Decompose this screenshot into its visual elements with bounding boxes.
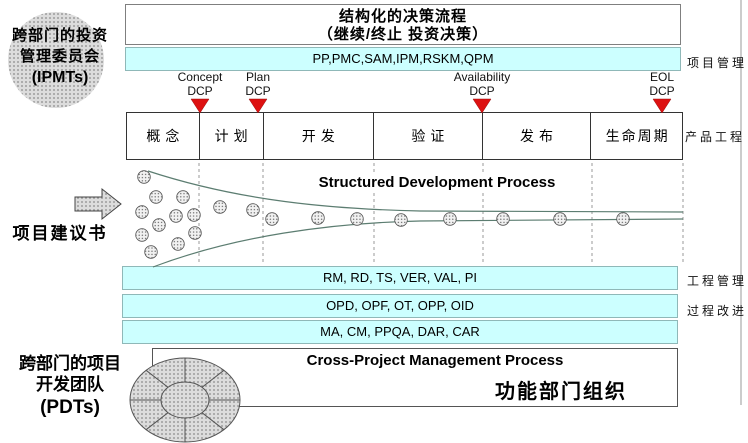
project-proposal-label: 项目建议书 bbox=[12, 224, 108, 243]
process-improvement-label: 过程改进 bbox=[687, 304, 748, 318]
engineering-management-label: 工程管理 bbox=[687, 274, 748, 288]
project-management-process-bar: PP,PMC,SAM,IPM,RSKM,QPM bbox=[125, 47, 681, 71]
structured-development-title: Structured Development Process bbox=[297, 174, 577, 191]
dcp-concept-sub: DCP bbox=[187, 84, 213, 98]
dcp-eol-name: EOL bbox=[649, 70, 674, 84]
pdt-team-label: 跨部门的项目 开发团队 (PDTs) bbox=[0, 353, 140, 421]
dcp-triangle-concept bbox=[190, 98, 210, 114]
project-management-label: 项目管理 bbox=[687, 56, 748, 70]
pdt-label-line1: 跨部门的项目 bbox=[19, 354, 121, 373]
ipmt-label-line2: 管理委员会 bbox=[19, 48, 100, 65]
functional-org-label: 功能部门组织 bbox=[495, 381, 627, 403]
phase-verify: 验证 bbox=[374, 113, 483, 159]
dcp-plan-sub: DCP bbox=[245, 84, 271, 98]
decision-title-line1: 结构化的决策流程 bbox=[338, 8, 467, 25]
ipmt-label-line3: (IPMTs) bbox=[31, 69, 89, 86]
cross-project-box: Cross-Project Management Process 功能部门组织 bbox=[152, 348, 678, 407]
dcp-plan-name: Plan bbox=[245, 70, 271, 84]
ipmt-committee-label: 跨部门的投资 管理委员会 (IPMTs) bbox=[0, 25, 120, 89]
dcp-marker-plan: Plan DCP bbox=[208, 70, 308, 98]
product-engineering-label: 产品工程 bbox=[685, 130, 746, 144]
dcp-availability-sub: DCP bbox=[469, 84, 495, 98]
engineering-management-bar: RM, RD, TS, VER, VAL, PI bbox=[122, 266, 678, 290]
dcp-triangle-availability bbox=[472, 98, 492, 114]
ipmt-label-line1: 跨部门的投资 bbox=[11, 27, 108, 44]
phase-plan: 计划 bbox=[200, 113, 264, 159]
dcp-triangle-plan bbox=[248, 98, 268, 114]
dcp-eol-sub: DCP bbox=[649, 84, 675, 98]
phase-lifecycle: 生命周期 bbox=[605, 128, 670, 144]
dcp-marker-concept: Concept DCP bbox=[150, 70, 250, 98]
dcp-marker-eol: EOL DCP bbox=[612, 70, 712, 98]
dcp-concept-name: Concept bbox=[177, 70, 223, 84]
phase-develop: 开发 bbox=[264, 113, 375, 159]
decision-title-line2: （继续/终止 投资决策） bbox=[317, 26, 489, 43]
phase-concept: 概念 bbox=[127, 113, 200, 159]
phase-release: 发布 bbox=[483, 113, 592, 159]
product-phase-row: 概念 计划 开发 验证 发布 生命周期 bbox=[126, 112, 683, 160]
decision-process-title-box: 结构化的决策流程 （继续/终止 投资决策） bbox=[125, 4, 681, 45]
pdt-label-line2: 开发团队 bbox=[36, 375, 104, 394]
dcp-triangle-eol bbox=[652, 98, 672, 114]
support-process-bar: MA, CM, PPQA, DAR, CAR bbox=[122, 320, 678, 344]
pdt-label-line3: (PDTs) bbox=[40, 397, 100, 418]
dcp-marker-availability: Availability DCP bbox=[432, 70, 532, 98]
input-arrow-icon bbox=[74, 187, 122, 221]
process-improvement-bar: OPD, OPF, OT, OPP, OID bbox=[122, 294, 678, 318]
cross-project-title: Cross-Project Management Process bbox=[306, 352, 564, 369]
dcp-availability-name: Availability bbox=[453, 70, 511, 84]
dcp-triangle-icons bbox=[190, 98, 672, 114]
